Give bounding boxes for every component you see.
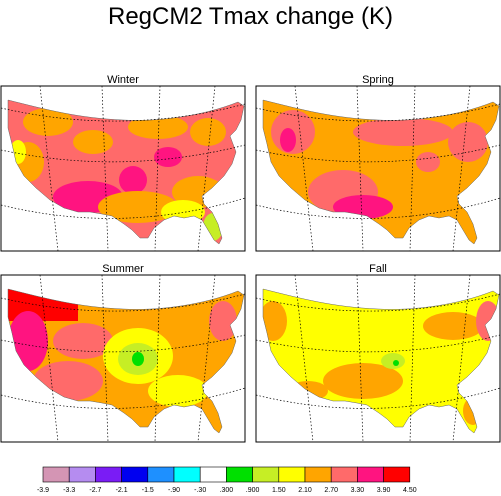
panel-frame-summer bbox=[0, 274, 246, 443]
colorbar-tick-label: -1.5 bbox=[142, 487, 154, 494]
panel-title-summer: Summer bbox=[102, 263, 144, 275]
map-title: RegCM2 Tmax change (K) bbox=[108, 3, 393, 30]
panel-frame-spring bbox=[255, 85, 501, 252]
colorbar-swatch bbox=[252, 466, 280, 483]
colorbar-tick-label: .900 bbox=[246, 487, 260, 494]
colorbar-swatch bbox=[121, 466, 149, 483]
panel-frame-fall bbox=[255, 274, 501, 443]
colorbar-swatch bbox=[199, 466, 227, 483]
colorbar-swatch bbox=[304, 466, 332, 483]
panel-title-spring: Spring bbox=[362, 74, 394, 86]
colorbar-swatch bbox=[173, 466, 201, 483]
panel-title-winter: Winter bbox=[107, 74, 139, 86]
colorbar-tick-label: -.90 bbox=[168, 487, 180, 494]
colorbar-tick-label: 4.50 bbox=[403, 487, 417, 494]
colorbar-swatch bbox=[42, 466, 70, 483]
colorbar-tick-label: -.30 bbox=[194, 487, 206, 494]
colorbar-swatch bbox=[357, 466, 384, 483]
panel-frame-winter bbox=[0, 85, 246, 252]
colorbar-tick-label: 1.50 bbox=[272, 487, 286, 494]
colorbar-tick-label: -3.3 bbox=[63, 487, 75, 494]
colorbar: -3.9 -3.3 -2.7 -2.1 -1.5 -.90 -.30 .300 .900 1.50… bbox=[37, 466, 417, 494]
panel-title-fall: Fall bbox=[369, 263, 387, 275]
colorbar-tick-label: 2.70 bbox=[324, 487, 338, 494]
colorbar-tick-label: .300 bbox=[220, 487, 234, 494]
colorbar-tick-label: -2.1 bbox=[116, 487, 128, 494]
colorbar-swatch bbox=[330, 466, 358, 483]
colorbar-tick-label: 2.10 bbox=[298, 487, 312, 494]
map-summer bbox=[7, 288, 245, 434]
panel-frames bbox=[0, 85, 501, 443]
colorbar-swatch bbox=[147, 466, 175, 483]
colorbar-tick-label: 3.30 bbox=[351, 487, 365, 494]
colorbar-swatch bbox=[226, 466, 253, 483]
colorbar-swatch bbox=[278, 466, 306, 483]
map-winter bbox=[7, 99, 245, 245]
colorbar-swatch bbox=[383, 466, 411, 483]
colorbar-tick-label: 3.90 bbox=[377, 487, 391, 494]
colorbar-swatch bbox=[68, 466, 96, 483]
graticule bbox=[0, 85, 501, 443]
colorbar-swatch bbox=[95, 466, 122, 483]
colorbar-tick-label: -2.7 bbox=[89, 487, 101, 494]
map-spring bbox=[262, 99, 500, 245]
colorbar-tick-label: -3.9 bbox=[37, 487, 49, 494]
